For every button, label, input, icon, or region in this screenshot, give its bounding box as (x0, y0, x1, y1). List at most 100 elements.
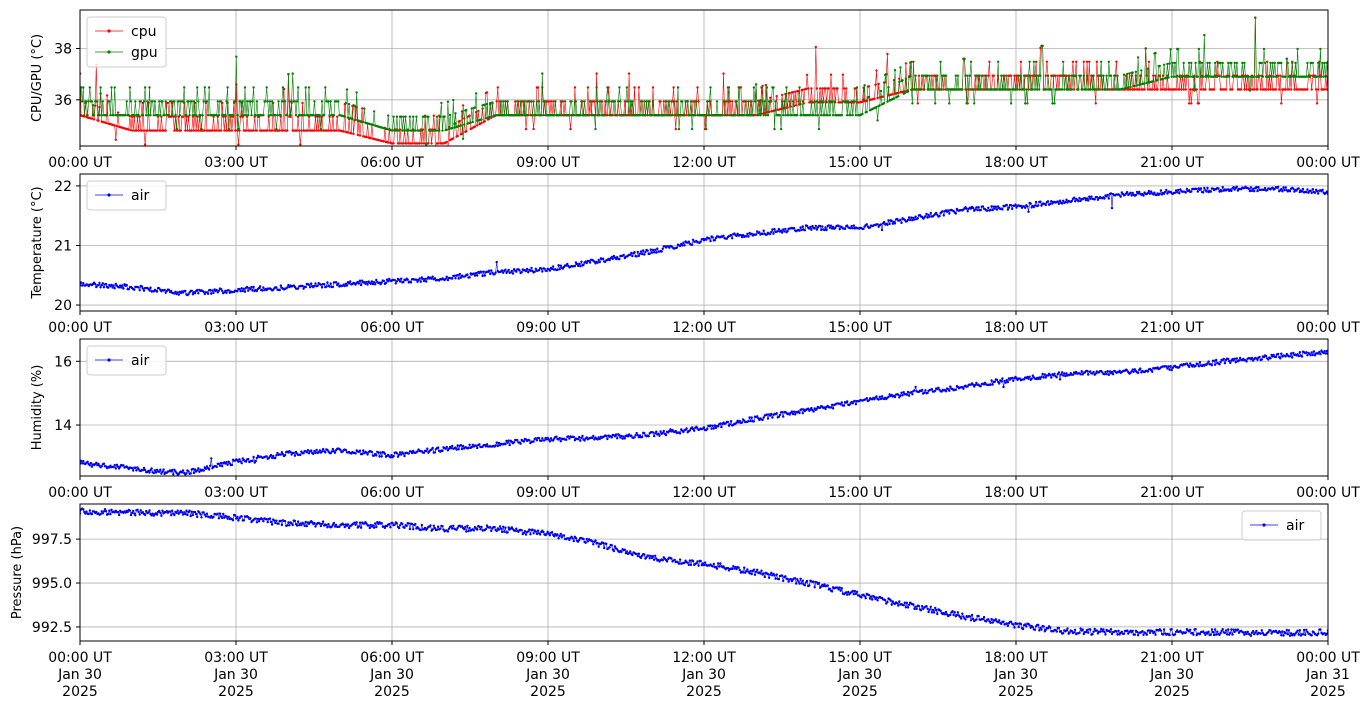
x-tick-label: 18:00 UT (984, 485, 1048, 501)
data-point (210, 514, 213, 518)
data-point (695, 425, 698, 428)
data-point (1030, 377, 1033, 380)
data-point (269, 114, 273, 117)
data-point (579, 439, 582, 442)
data-point (909, 61, 912, 64)
data-point (876, 223, 879, 226)
data-point (1213, 61, 1217, 65)
data-point (1263, 186, 1267, 190)
data-point (784, 227, 787, 231)
data-point (236, 114, 239, 117)
data-point (1186, 75, 1190, 78)
data-point (142, 466, 146, 470)
data-point (1170, 368, 1173, 372)
data-point (821, 87, 824, 90)
data-point (1176, 191, 1179, 194)
data-point (199, 513, 202, 516)
data-point (133, 114, 136, 117)
data-point (190, 100, 193, 103)
data-point (1269, 88, 1272, 91)
data-point (954, 388, 957, 392)
legend-marker-air (107, 193, 111, 197)
data-point (181, 115, 185, 118)
data-point (465, 108, 468, 112)
data-point (648, 252, 651, 255)
data-point (520, 270, 523, 274)
data-point (1297, 187, 1300, 190)
data-point (618, 434, 621, 437)
data-point (365, 280, 368, 284)
data-point (707, 114, 710, 117)
data-point (638, 434, 642, 437)
data-point (196, 288, 199, 292)
data-point (995, 378, 999, 381)
data-point (1062, 199, 1065, 202)
data-point (1046, 374, 1050, 377)
data-point (202, 100, 205, 103)
data-point (480, 118, 483, 121)
data-point (1088, 195, 1091, 198)
data-point (855, 86, 859, 89)
data-point (227, 460, 230, 463)
data-point (850, 224, 853, 228)
data-point (198, 511, 201, 514)
data-point (754, 233, 758, 236)
data-point (102, 510, 106, 513)
data-point (801, 412, 804, 415)
data-point (1167, 365, 1170, 368)
data-point (489, 101, 492, 105)
data-point (240, 515, 243, 518)
data-point (289, 450, 292, 454)
data-point (100, 283, 103, 287)
data-point (140, 285, 144, 288)
data-point (226, 86, 229, 89)
data-point (1321, 188, 1324, 191)
data-point (880, 228, 884, 232)
data-point (183, 511, 186, 514)
data-point (1085, 197, 1089, 200)
data-point (164, 129, 167, 132)
data-point (528, 439, 531, 442)
data-point (1171, 61, 1175, 65)
data-point (365, 451, 368, 454)
data-point (518, 269, 521, 272)
data-point (643, 432, 646, 435)
data-point (1023, 102, 1027, 105)
data-point (824, 407, 827, 411)
data-point (896, 217, 899, 221)
data-point (656, 247, 659, 250)
data-point (204, 515, 208, 518)
data-point (817, 127, 821, 131)
data-point (820, 228, 823, 232)
data-point (1196, 363, 1200, 366)
data-point (1156, 88, 1159, 91)
data-point (1273, 61, 1277, 65)
data-point (164, 100, 167, 103)
data-point (1000, 380, 1003, 383)
data-point (379, 451, 382, 454)
data-point (934, 389, 937, 392)
data-point (634, 434, 637, 437)
data-point (518, 114, 521, 117)
data-point (343, 284, 346, 288)
data-point (888, 393, 891, 396)
data-point (626, 435, 630, 438)
data-point (657, 432, 660, 435)
data-point (596, 261, 599, 264)
series-air (80, 507, 1328, 637)
legend-marker-cpu (107, 29, 111, 33)
data-point (1129, 191, 1132, 194)
data-point (1287, 88, 1291, 91)
data-point (709, 424, 712, 427)
data-point (189, 514, 192, 518)
data-point (1072, 196, 1076, 199)
data-point (709, 239, 712, 243)
data-point (910, 88, 913, 92)
data-point (237, 143, 240, 146)
data-point (209, 288, 212, 292)
data-point (92, 114, 96, 117)
data-point (202, 469, 205, 472)
data-point (1274, 355, 1278, 359)
series-markers-gpu (80, 16, 1328, 146)
data-point (547, 438, 550, 441)
